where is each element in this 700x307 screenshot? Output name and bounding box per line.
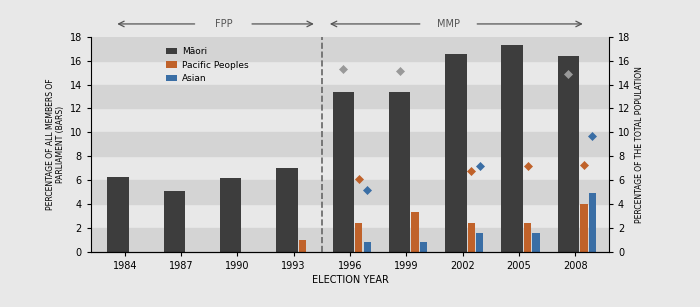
Bar xyxy=(412,212,419,252)
Text: FPP: FPP xyxy=(214,19,232,29)
Y-axis label: PERCENTAGE OF ALL MEMBERS OF
PARLIAMENT (BARS): PERCENTAGE OF ALL MEMBERS OF PARLIAMENT … xyxy=(46,79,65,210)
Text: MMP: MMP xyxy=(437,19,460,29)
Bar xyxy=(220,178,242,252)
Bar xyxy=(524,223,531,252)
Bar xyxy=(445,53,466,252)
Bar xyxy=(91,37,609,61)
X-axis label: ELECTION YEAR: ELECTION YEAR xyxy=(312,275,388,285)
Bar xyxy=(332,92,354,252)
Bar xyxy=(91,85,609,108)
Bar xyxy=(355,223,363,252)
Bar xyxy=(558,56,579,252)
Bar xyxy=(363,242,371,252)
Bar xyxy=(91,228,609,252)
Legend: Māori, Pacific Peoples, Asian: Māori, Pacific Peoples, Asian xyxy=(163,44,252,87)
Y-axis label: PERCENTAGE OF THE TOTAL POPULATION: PERCENTAGE OF THE TOTAL POPULATION xyxy=(635,66,643,223)
Bar xyxy=(580,204,587,252)
Bar xyxy=(164,191,185,252)
Bar xyxy=(476,233,484,252)
Bar xyxy=(533,233,540,252)
Bar xyxy=(389,92,410,252)
Bar xyxy=(276,168,298,252)
Bar xyxy=(468,223,475,252)
Bar xyxy=(420,242,427,252)
Bar xyxy=(91,132,609,156)
Bar xyxy=(501,45,523,252)
Bar xyxy=(589,193,596,252)
Bar xyxy=(107,177,129,252)
Bar xyxy=(91,180,609,204)
Bar xyxy=(299,240,306,252)
